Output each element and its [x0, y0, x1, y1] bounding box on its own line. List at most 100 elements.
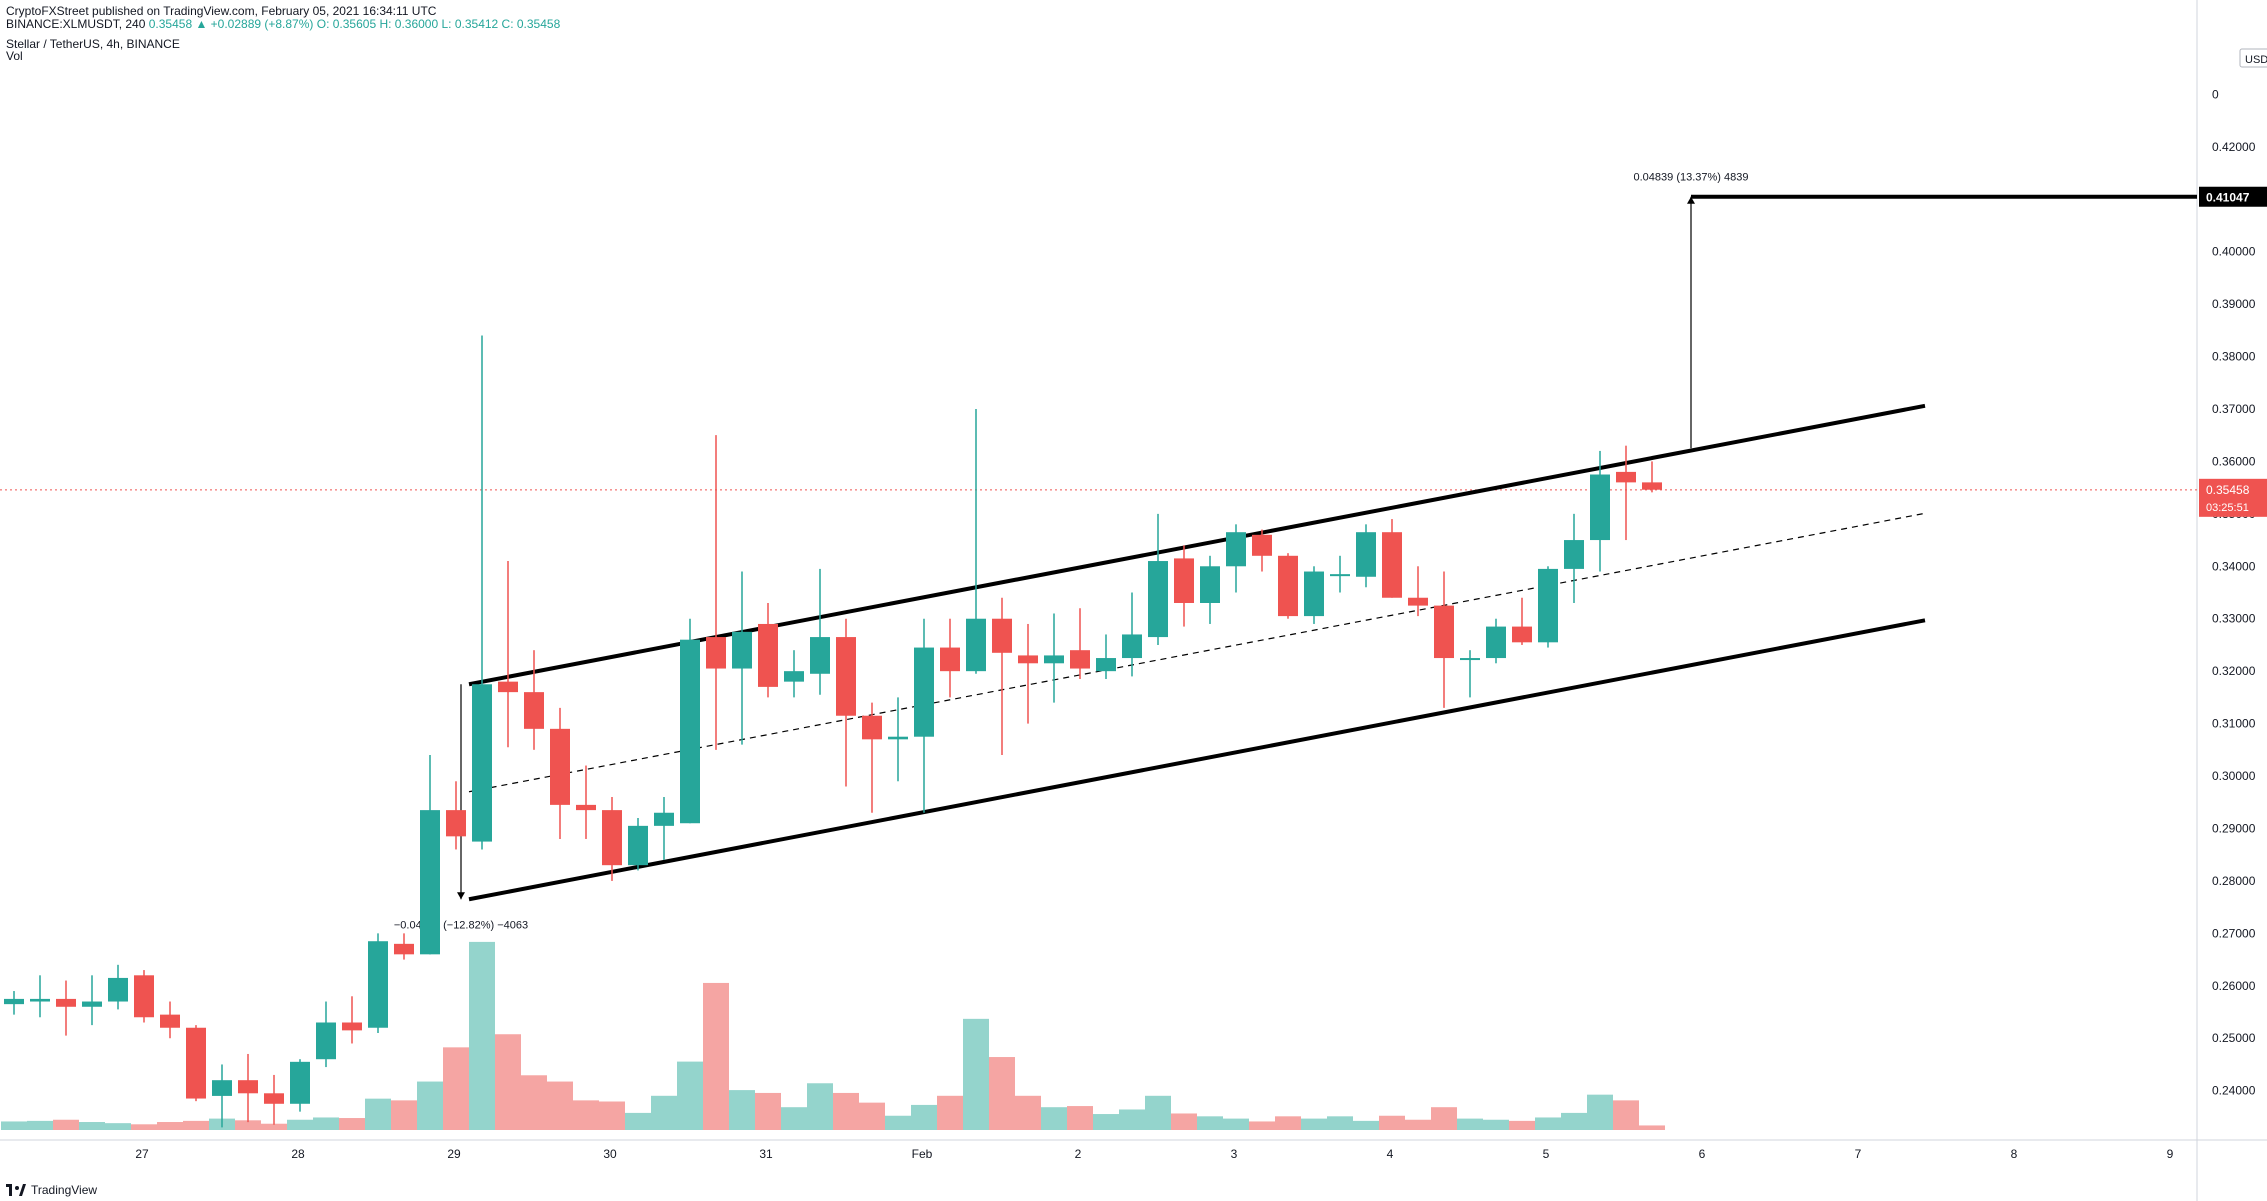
y-tick-label: 0.24000 — [2212, 1084, 2256, 1098]
tradingview-logo[interactable]: TradingView — [6, 1183, 97, 1197]
volume-bar — [1405, 1119, 1431, 1130]
volume-bar — [365, 1098, 391, 1130]
volume-bar — [287, 1119, 313, 1130]
y-tick-label: 0.29000 — [2212, 821, 2256, 835]
volume-bar — [1483, 1119, 1509, 1130]
candle-body — [82, 1001, 102, 1007]
y-tick-label: 0.26000 — [2212, 979, 2256, 993]
volume-bar — [547, 1081, 573, 1130]
y-tick-label: 0.32000 — [2212, 664, 2256, 678]
volume-bar — [963, 1018, 989, 1130]
volume-bar — [1301, 1118, 1327, 1130]
volume-bar — [313, 1117, 339, 1130]
measure-up-label: 0.04839 (13.37%) 4839 — [1634, 172, 1749, 184]
y-tick-label: 0.33000 — [2212, 612, 2256, 626]
volume-bar — [261, 1123, 287, 1130]
volume-bar — [1171, 1113, 1197, 1130]
ohlc-values: 0.35458 ▲ +0.02889 (+8.87%) O: 0.35605 H… — [148, 17, 561, 31]
x-tick-label: 5 — [1543, 1147, 1550, 1161]
candle-body — [1096, 658, 1116, 672]
volume-bar — [1613, 1100, 1639, 1130]
countdown-label: 03:25:51 — [2206, 502, 2249, 514]
candle-body — [108, 977, 128, 1002]
volume-bar — [1119, 1109, 1145, 1130]
volume-bar — [339, 1118, 365, 1130]
candle-body — [186, 1027, 206, 1099]
candle-body — [940, 647, 960, 672]
candle-body — [446, 810, 466, 837]
volume-bar — [911, 1104, 937, 1130]
candle-body — [524, 692, 544, 729]
x-tick-label: 31 — [759, 1147, 773, 1161]
volume-bar — [391, 1100, 417, 1130]
symbol-ohlc-line: BINANCE:XLMUSDT, 240 0.35458 ▲ +0.02889 … — [6, 17, 560, 31]
volume-bar — [1379, 1115, 1405, 1130]
volume-bar — [417, 1081, 443, 1130]
volume-bar — [1, 1121, 27, 1130]
measure-down-arrow — [457, 892, 465, 900]
tradingview-brand: TradingView — [31, 1183, 98, 1197]
y-tick-label: 0.42000 — [2212, 140, 2256, 154]
volume-bar — [859, 1102, 885, 1130]
candle-body — [160, 1014, 180, 1028]
volume-bar — [755, 1092, 781, 1130]
candle-body — [1304, 571, 1324, 617]
volume-bar — [703, 982, 729, 1130]
volume-bar — [79, 1122, 105, 1130]
candle-body — [368, 941, 388, 1028]
candle-body — [628, 825, 648, 866]
volume-bar — [937, 1095, 963, 1130]
candle-body — [1486, 626, 1506, 659]
candle-body — [1434, 605, 1454, 659]
volume-bar — [781, 1107, 807, 1130]
volume-bar — [1223, 1118, 1249, 1130]
volume-bar — [1561, 1112, 1587, 1130]
measure-down-label: −0.04063 (−12.82%) −4063 — [394, 919, 528, 931]
candle-body — [836, 637, 856, 716]
x-tick-label: 27 — [135, 1147, 149, 1161]
candle-body — [550, 728, 570, 805]
volume-bar — [989, 1057, 1015, 1130]
x-tick-label: 3 — [1231, 1147, 1238, 1161]
candle-body — [1460, 658, 1480, 661]
volume-bar — [1639, 1125, 1665, 1130]
tradingview-icon — [6, 1184, 26, 1196]
candle-body — [56, 998, 76, 1007]
candle-body — [732, 631, 752, 669]
volume-bar — [105, 1123, 131, 1130]
candle-body — [1018, 655, 1038, 664]
candle-body — [862, 715, 882, 740]
x-tick-label: 29 — [447, 1147, 461, 1161]
candle-body — [1590, 474, 1610, 541]
last-price-badge — [2199, 478, 2267, 517]
x-tick-label: Feb — [912, 1147, 933, 1161]
candle-body — [238, 1080, 258, 1094]
candle-body — [4, 998, 24, 1005]
volume-bar — [599, 1101, 625, 1130]
candle-body — [420, 810, 440, 955]
volume-bar — [27, 1120, 53, 1130]
candle-body — [602, 810, 622, 866]
last-price-label: 0.35458 — [2206, 483, 2250, 497]
x-tick-label: 4 — [1387, 1147, 1394, 1161]
currency-badge — [2239, 48, 2267, 68]
x-tick-label: 30 — [603, 1147, 617, 1161]
candle-body — [264, 1093, 284, 1104]
volume-bar — [1197, 1116, 1223, 1130]
candle-body — [316, 1022, 336, 1060]
x-tick-label: 8 — [2011, 1147, 2018, 1161]
candle-body — [472, 684, 492, 842]
volume-bar — [131, 1124, 157, 1130]
currency-label: USDT — [2245, 54, 2267, 66]
candle-body — [1070, 650, 1090, 669]
x-tick-label: 28 — [291, 1147, 305, 1161]
x-tick-label: 9 — [2167, 1147, 2174, 1161]
candle-body — [810, 637, 830, 674]
volume-bar — [729, 1090, 755, 1130]
candle-body — [654, 812, 674, 826]
publisher-caption: CryptoFXStreet published on TradingView.… — [6, 4, 437, 18]
volume-bar — [1093, 1114, 1119, 1130]
volume-bar — [521, 1075, 547, 1130]
volume-bar — [1587, 1094, 1613, 1130]
